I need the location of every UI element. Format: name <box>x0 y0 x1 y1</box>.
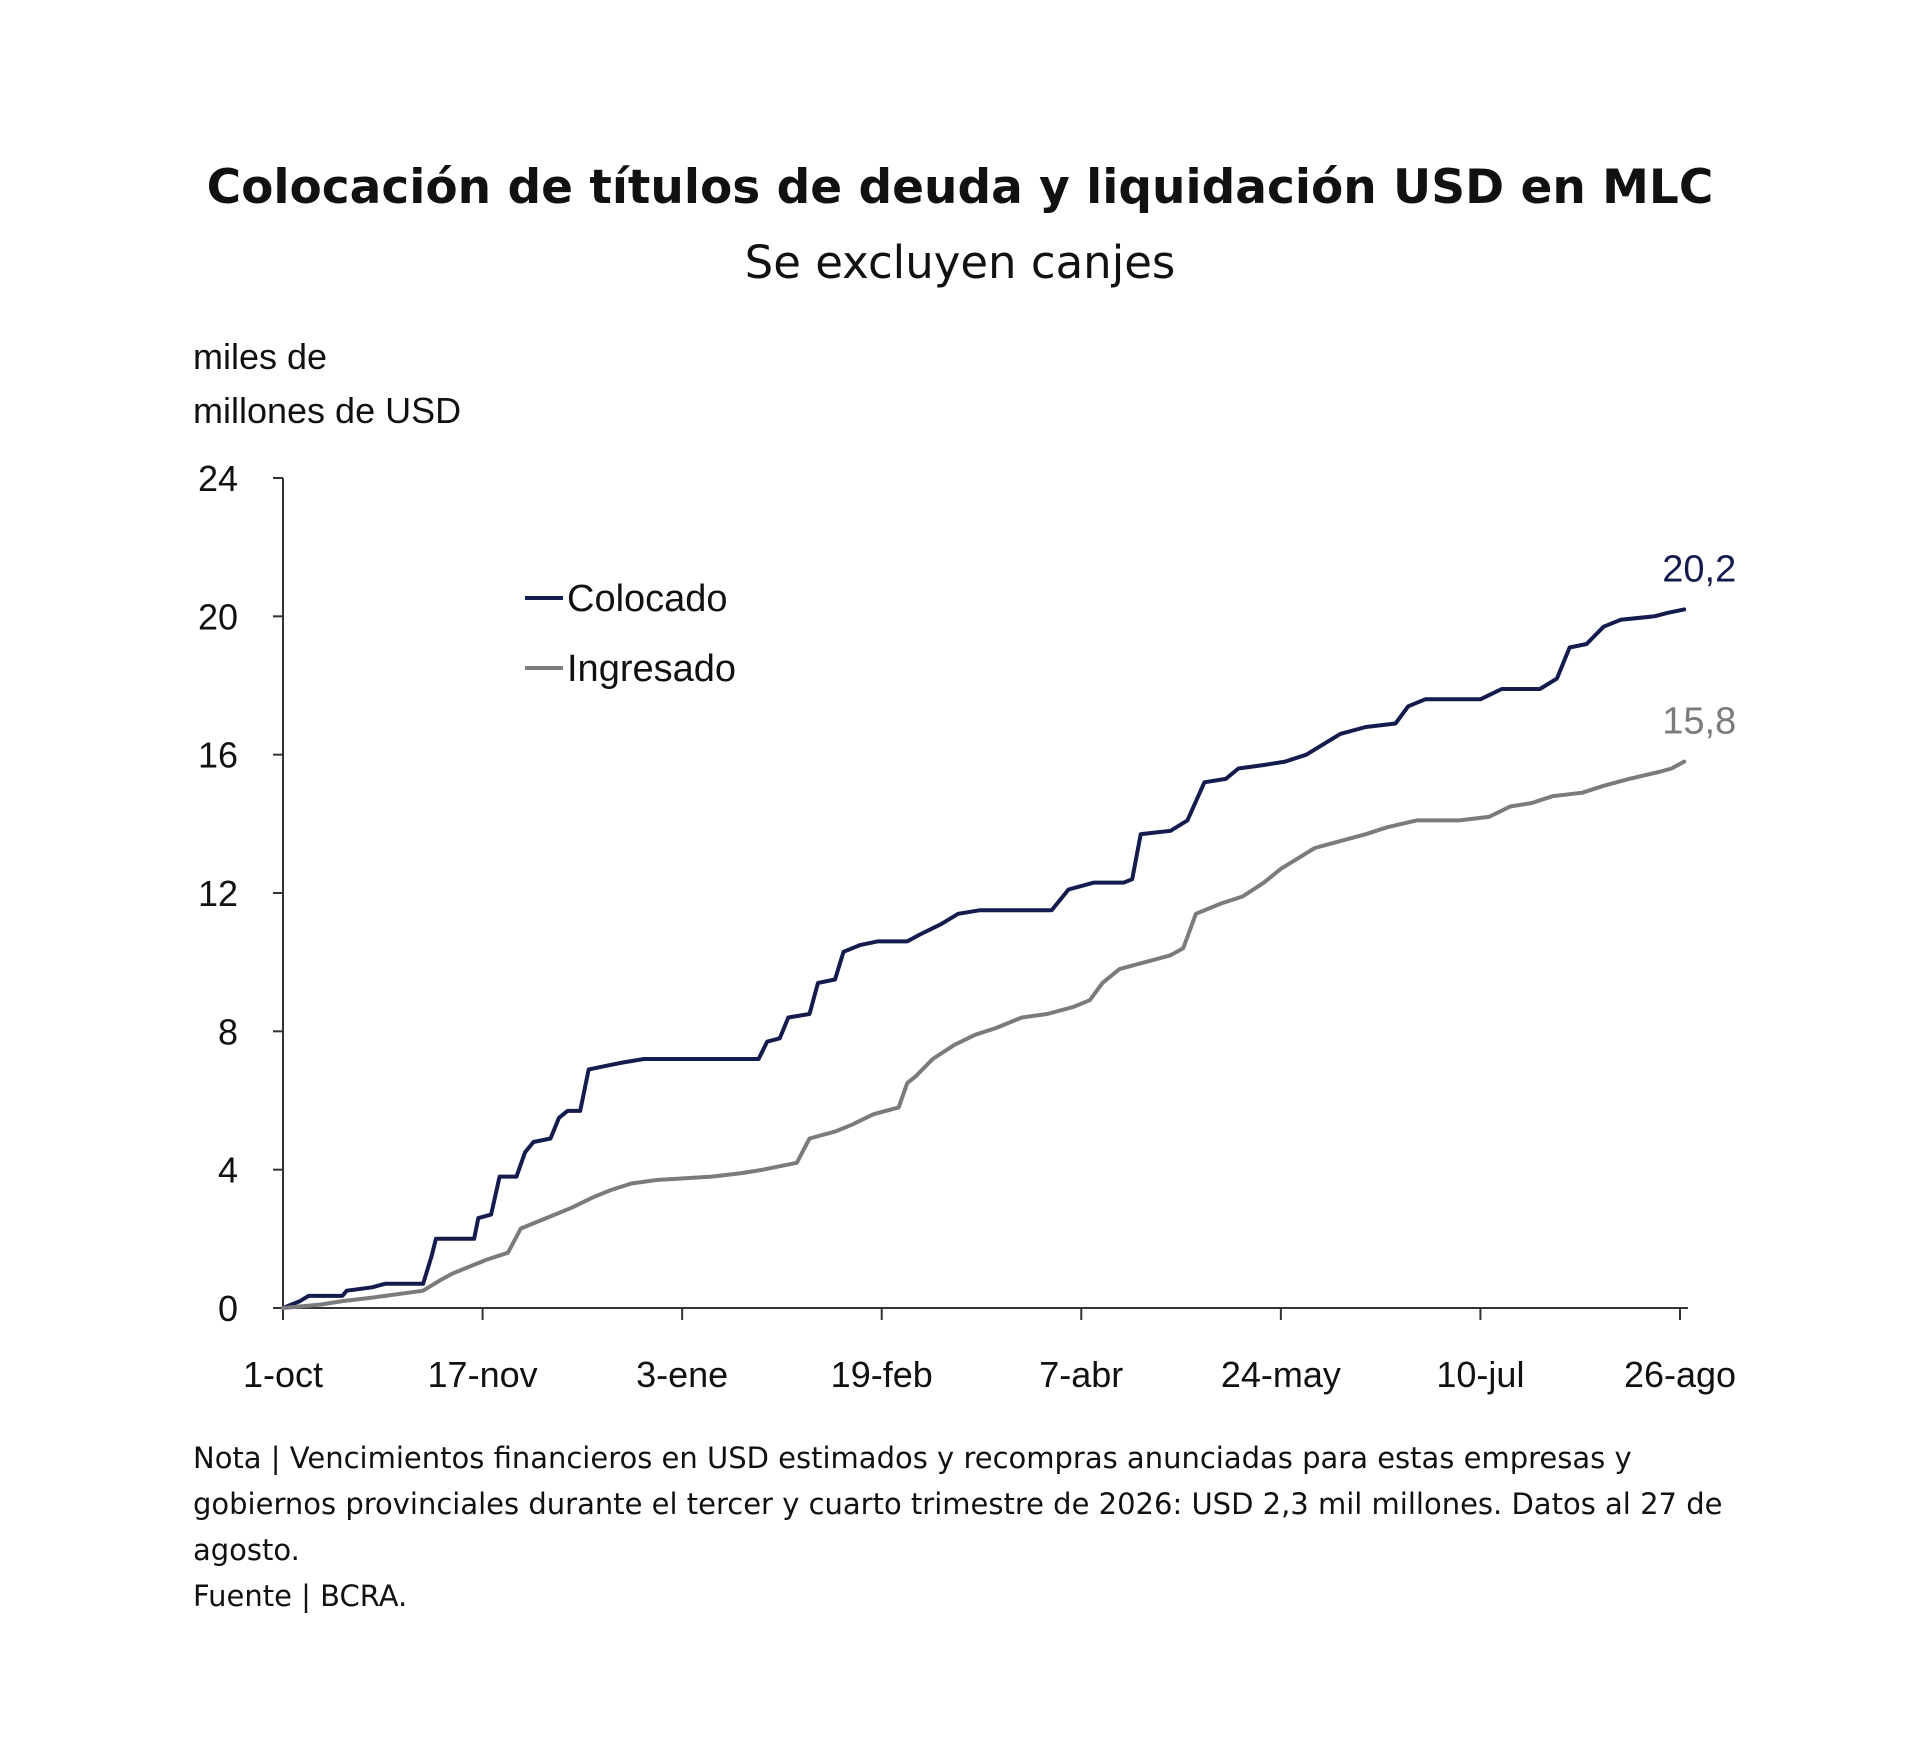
y-tick-label: 24 <box>198 458 238 499</box>
x-tick-label: 7-abr <box>1039 1354 1123 1395</box>
y-axis-unit-line-2: millones de USD <box>193 390 462 431</box>
y-tick-label: 8 <box>218 1011 238 1052</box>
x-tick-label: 26-ago <box>1624 1354 1736 1395</box>
source-text: Fuente | BCRA. <box>193 1579 408 1613</box>
chart-title: Colocación de títulos de deuda y liquida… <box>206 160 1714 215</box>
legend-label-ingresado: Ingresado <box>567 648 736 690</box>
chart-subtitle: Se excluyen canjes <box>744 236 1176 289</box>
x-tick-label: 19-feb <box>831 1354 933 1395</box>
y-axis-unit-label: miles de millones de USD <box>193 330 461 438</box>
x-tick-label: 1-oct <box>243 1354 323 1395</box>
y-tick-label: 4 <box>218 1150 238 1191</box>
y-tick-label: 16 <box>198 735 238 776</box>
end-value-label-colocado: 20,2 <box>1662 548 1736 590</box>
y-tick-label: 12 <box>198 873 238 914</box>
series-line-ingresado <box>281 759 1687 1310</box>
y-axis-unit-line-1: miles de <box>193 336 328 377</box>
x-tick-label: 17-nov <box>428 1354 538 1395</box>
legend-label-colocado: Colocado <box>567 578 728 620</box>
footer-notes: Nota | Vencimientos financieros en USD e… <box>193 1435 1753 1619</box>
x-tick-label: 24-may <box>1221 1354 1341 1395</box>
note-text: Nota | Vencimientos financieros en USD e… <box>193 1441 1723 1567</box>
x-tick-label: 10-jul <box>1436 1354 1524 1395</box>
y-tick-label: 0 <box>218 1288 238 1329</box>
series-line-colocado <box>281 607 1687 1310</box>
y-tick-label: 20 <box>198 596 238 637</box>
line-chart: 0 4 8 12 16 20 24 1-oct 17-nov 3-ene 19-feb 7-abr 24… <box>198 458 1736 1395</box>
end-value-label-ingresado: 15,8 <box>1662 701 1736 743</box>
x-tick-label: 3-ene <box>636 1354 728 1395</box>
